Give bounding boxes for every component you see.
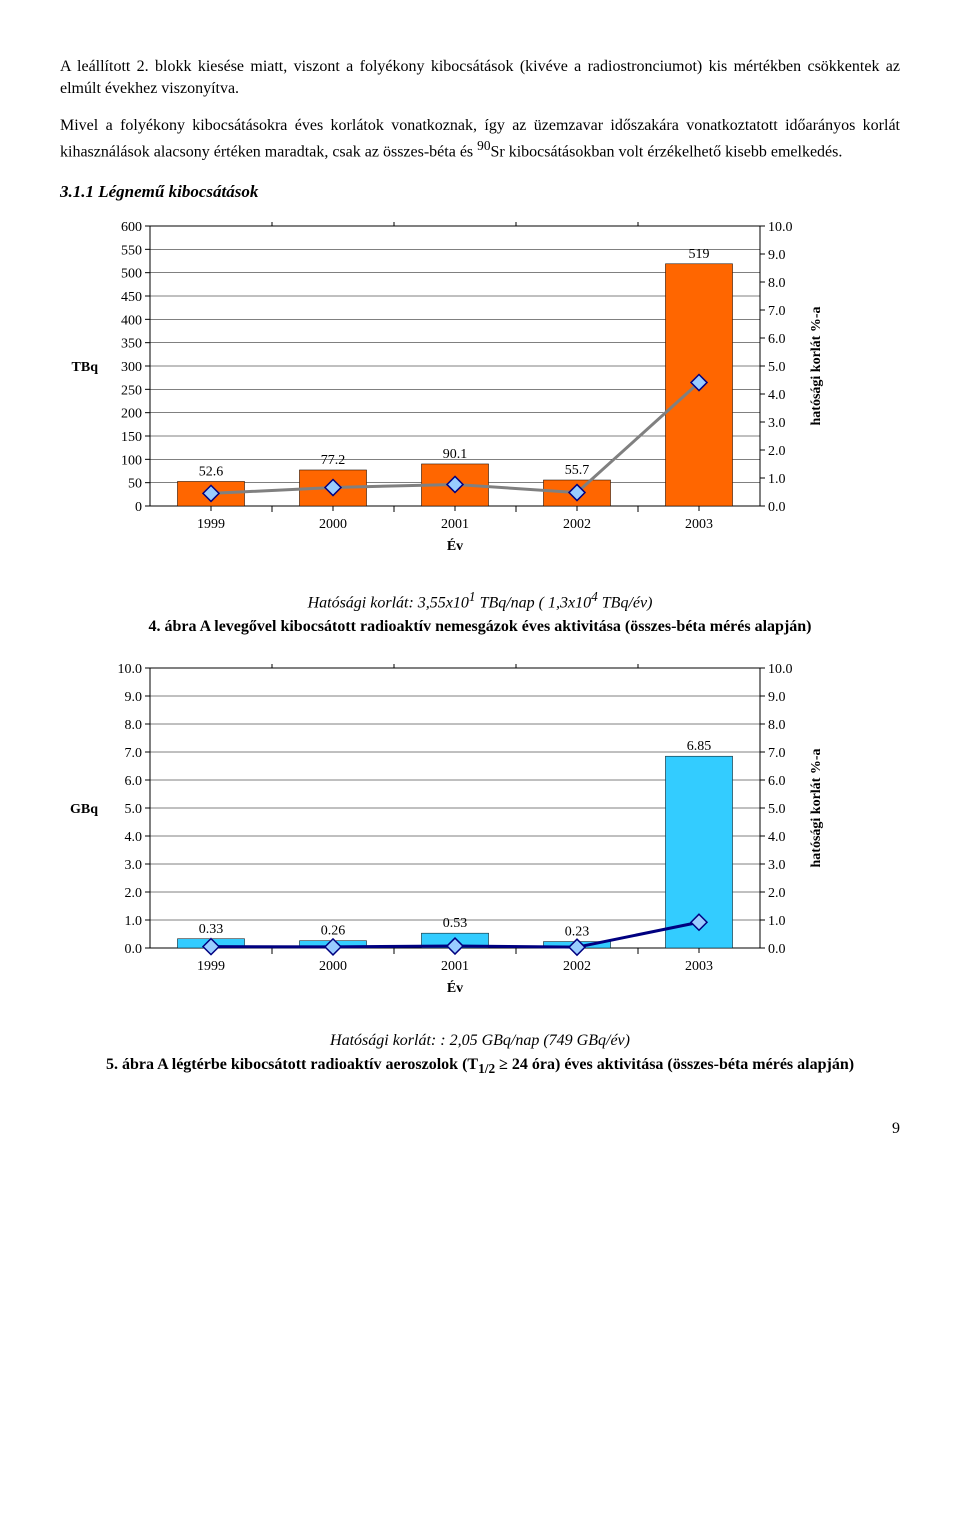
svg-text:400: 400 [121, 313, 142, 328]
svg-text:200: 200 [121, 406, 142, 421]
fig4-limit-pre: Hatósági korlát: 3,55x10 [308, 595, 469, 612]
svg-text:2002: 2002 [563, 517, 591, 532]
para2-sup: 90 [477, 138, 490, 153]
svg-text:1999: 1999 [197, 517, 225, 532]
svg-text:77.2: 77.2 [321, 453, 346, 468]
svg-text:55.7: 55.7 [565, 463, 590, 478]
chart2-wrapper: 0.0 1.0 2.0 3.0 4.0 5.0 6.0 7.0 8.0 9.0 10.0 0.0 1.0… [60, 658, 900, 1025]
paragraph-2: Mivel a folyékony kibocsátásokra éves ko… [60, 115, 900, 163]
svg-text:8.0: 8.0 [125, 718, 143, 733]
svg-text:2002: 2002 [563, 959, 591, 974]
fig4-limit-sup1: 1 [469, 589, 476, 604]
svg-text:9.0: 9.0 [125, 690, 143, 705]
svg-text:150: 150 [121, 430, 142, 445]
svg-text:10.0: 10.0 [118, 662, 143, 677]
svg-text:0.0: 0.0 [125, 942, 143, 957]
svg-text:350: 350 [121, 336, 142, 351]
svg-text:7.0: 7.0 [125, 746, 143, 761]
svg-text:0: 0 [135, 500, 142, 515]
svg-text:0.33: 0.33 [199, 922, 224, 937]
svg-text:3.0: 3.0 [768, 858, 786, 873]
fig5-caption-pre: 5. ábra A légtérbe kibocsátott radioaktí… [106, 1056, 478, 1073]
svg-text:6.0: 6.0 [125, 774, 143, 789]
svg-text:2.0: 2.0 [125, 886, 143, 901]
svg-text:1.0: 1.0 [768, 472, 786, 487]
svg-text:6.0: 6.0 [768, 332, 786, 347]
svg-text:52.6: 52.6 [199, 464, 224, 479]
figure-5: 0.0 1.0 2.0 3.0 4.0 5.0 6.0 7.0 8.0 9.0 10.0 0.0 1.0… [60, 658, 900, 1078]
svg-text:0.26: 0.26 [321, 923, 346, 938]
fig5-caption-sub: 1/2 [478, 1061, 495, 1076]
svg-text:6.0: 6.0 [768, 774, 786, 789]
svg-text:2000: 2000 [319, 959, 347, 974]
paragraph-1: A leállított 2. blokk kiesése miatt, vis… [60, 56, 900, 99]
svg-text:hatósági korlát %-a: hatósági korlát %-a [809, 748, 824, 867]
svg-text:1999: 1999 [197, 959, 225, 974]
svg-text:TBq: TBq [72, 360, 99, 375]
svg-text:Év: Év [447, 537, 463, 554]
fig4-limit-post: TBq/év) [598, 595, 653, 612]
svg-text:600: 600 [121, 220, 142, 235]
fig5-caption-post: ≥ 24 óra) éves aktivitása (összes-béta m… [495, 1056, 854, 1073]
svg-text:0.53: 0.53 [443, 916, 468, 931]
svg-text:90.1: 90.1 [443, 447, 468, 462]
svg-text:8.0: 8.0 [768, 276, 786, 291]
para2-post: Sr kibocsátásokban volt érzékelhető kise… [490, 143, 842, 160]
svg-text:2001: 2001 [441, 517, 469, 532]
fig4-limit-sup2: 4 [591, 589, 598, 604]
svg-text:0.0: 0.0 [768, 942, 786, 957]
svg-text:50: 50 [128, 476, 142, 491]
svg-text:2001: 2001 [441, 959, 469, 974]
svg-text:4.0: 4.0 [768, 388, 786, 403]
svg-text:2003: 2003 [685, 959, 713, 974]
figure-4: 0 50 100 150 200 250 300 350 400 450 500 550 600 0.0 1… [60, 216, 900, 638]
chart2-svg: 0.0 1.0 2.0 3.0 4.0 5.0 6.0 7.0 8.0 9.0 10.0 0.0 1.0… [60, 658, 880, 1018]
svg-text:7.0: 7.0 [768, 746, 786, 761]
svg-text:9.0: 9.0 [768, 690, 786, 705]
figure4-limit: Hatósági korlát: 3,55x101 TBq/nap ( 1,3x… [60, 588, 900, 614]
svg-text:5.0: 5.0 [125, 802, 143, 817]
svg-text:500: 500 [121, 266, 142, 281]
svg-text:3.0: 3.0 [768, 416, 786, 431]
svg-text:519: 519 [689, 246, 710, 261]
svg-text:2.0: 2.0 [768, 886, 786, 901]
chart1-svg: 0 50 100 150 200 250 300 350 400 450 500 550 600 0.0 1… [60, 216, 880, 576]
svg-text:0.0: 0.0 [768, 500, 786, 515]
svg-text:0.23: 0.23 [565, 924, 590, 939]
svg-text:2003: 2003 [685, 517, 713, 532]
svg-text:Év: Év [447, 979, 463, 996]
svg-text:GBq: GBq [70, 802, 98, 817]
svg-text:250: 250 [121, 383, 142, 398]
figure5-limit: Hatósági korlát: : 2,05 GBq/nap (749 GBq… [60, 1030, 900, 1052]
section-heading: 3.1.1 Légnemű kibocsátások [60, 181, 900, 204]
svg-text:5.0: 5.0 [768, 360, 786, 375]
svg-text:6.85: 6.85 [687, 739, 712, 754]
svg-text:4.0: 4.0 [125, 830, 143, 845]
svg-text:4.0: 4.0 [768, 830, 786, 845]
svg-text:1.0: 1.0 [768, 914, 786, 929]
figure4-caption: 4. ábra A levegővel kibocsátott radioakt… [60, 616, 900, 638]
svg-text:2000: 2000 [319, 517, 347, 532]
figure5-caption: 5. ábra A légtérbe kibocsátott radioaktí… [60, 1054, 900, 1078]
svg-text:10.0: 10.0 [768, 662, 793, 677]
svg-text:hatósági korlát %-a: hatósági korlát %-a [809, 306, 824, 425]
svg-text:450: 450 [121, 290, 142, 305]
svg-text:300: 300 [121, 360, 142, 375]
svg-text:10.0: 10.0 [768, 220, 793, 235]
svg-text:2.0: 2.0 [768, 444, 786, 459]
svg-text:550: 550 [121, 243, 142, 258]
svg-text:7.0: 7.0 [768, 304, 786, 319]
svg-text:100: 100 [121, 453, 142, 468]
svg-text:9.0: 9.0 [768, 248, 786, 263]
fig4-limit-mid: TBq/nap ( 1,3x10 [476, 595, 592, 612]
chart1-wrapper: 0 50 100 150 200 250 300 350 400 450 500 550 600 0.0 1… [60, 216, 900, 583]
page-number: 9 [60, 1118, 900, 1140]
svg-text:3.0: 3.0 [125, 858, 143, 873]
svg-text:5.0: 5.0 [768, 802, 786, 817]
svg-text:8.0: 8.0 [768, 718, 786, 733]
svg-text:1.0: 1.0 [125, 914, 143, 929]
